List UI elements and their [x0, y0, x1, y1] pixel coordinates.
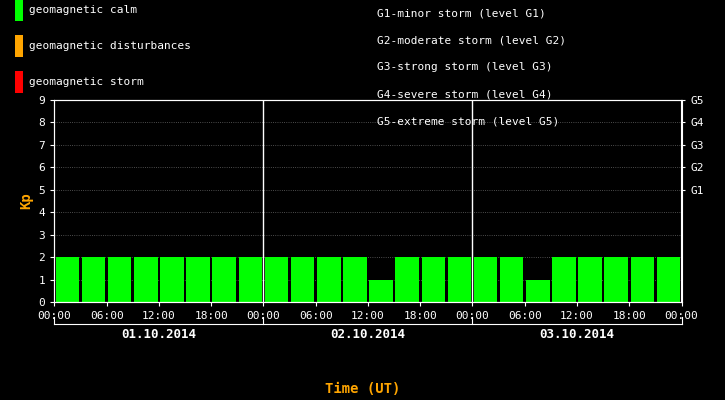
Bar	[212, 257, 236, 302]
Bar	[265, 257, 289, 302]
Bar	[631, 257, 654, 302]
Bar	[579, 257, 602, 302]
Text: G3-strong storm (level G3): G3-strong storm (level G3)	[377, 62, 552, 72]
Text: G2-moderate storm (level G2): G2-moderate storm (level G2)	[377, 35, 566, 45]
Bar	[239, 257, 262, 302]
Bar	[317, 257, 341, 302]
Bar	[160, 257, 183, 302]
Bar	[291, 257, 315, 302]
Bar	[657, 257, 680, 302]
Bar	[343, 257, 367, 302]
Text: Time (UT): Time (UT)	[325, 382, 400, 396]
Bar	[82, 257, 105, 302]
Bar	[134, 257, 157, 302]
Bar	[369, 280, 393, 302]
Bar	[473, 257, 497, 302]
Bar	[186, 257, 210, 302]
Text: G4-severe storm (level G4): G4-severe storm (level G4)	[377, 90, 552, 100]
Bar	[395, 257, 419, 302]
Text: G1-minor storm (level G1): G1-minor storm (level G1)	[377, 8, 546, 18]
Text: 01.10.2014: 01.10.2014	[121, 328, 196, 341]
Bar	[605, 257, 628, 302]
Bar	[552, 257, 576, 302]
Text: G5-extreme storm (level G5): G5-extreme storm (level G5)	[377, 117, 559, 127]
Bar	[500, 257, 523, 302]
Text: geomagnetic calm: geomagnetic calm	[29, 5, 137, 15]
Bar	[421, 257, 445, 302]
Bar	[56, 257, 79, 302]
Bar	[526, 280, 550, 302]
Bar	[447, 257, 471, 302]
Bar	[108, 257, 131, 302]
Y-axis label: Kp: Kp	[19, 193, 33, 209]
Text: geomagnetic storm: geomagnetic storm	[29, 77, 144, 87]
Text: 02.10.2014: 02.10.2014	[331, 328, 405, 341]
Text: geomagnetic disturbances: geomagnetic disturbances	[29, 41, 191, 51]
Text: 03.10.2014: 03.10.2014	[539, 328, 615, 341]
